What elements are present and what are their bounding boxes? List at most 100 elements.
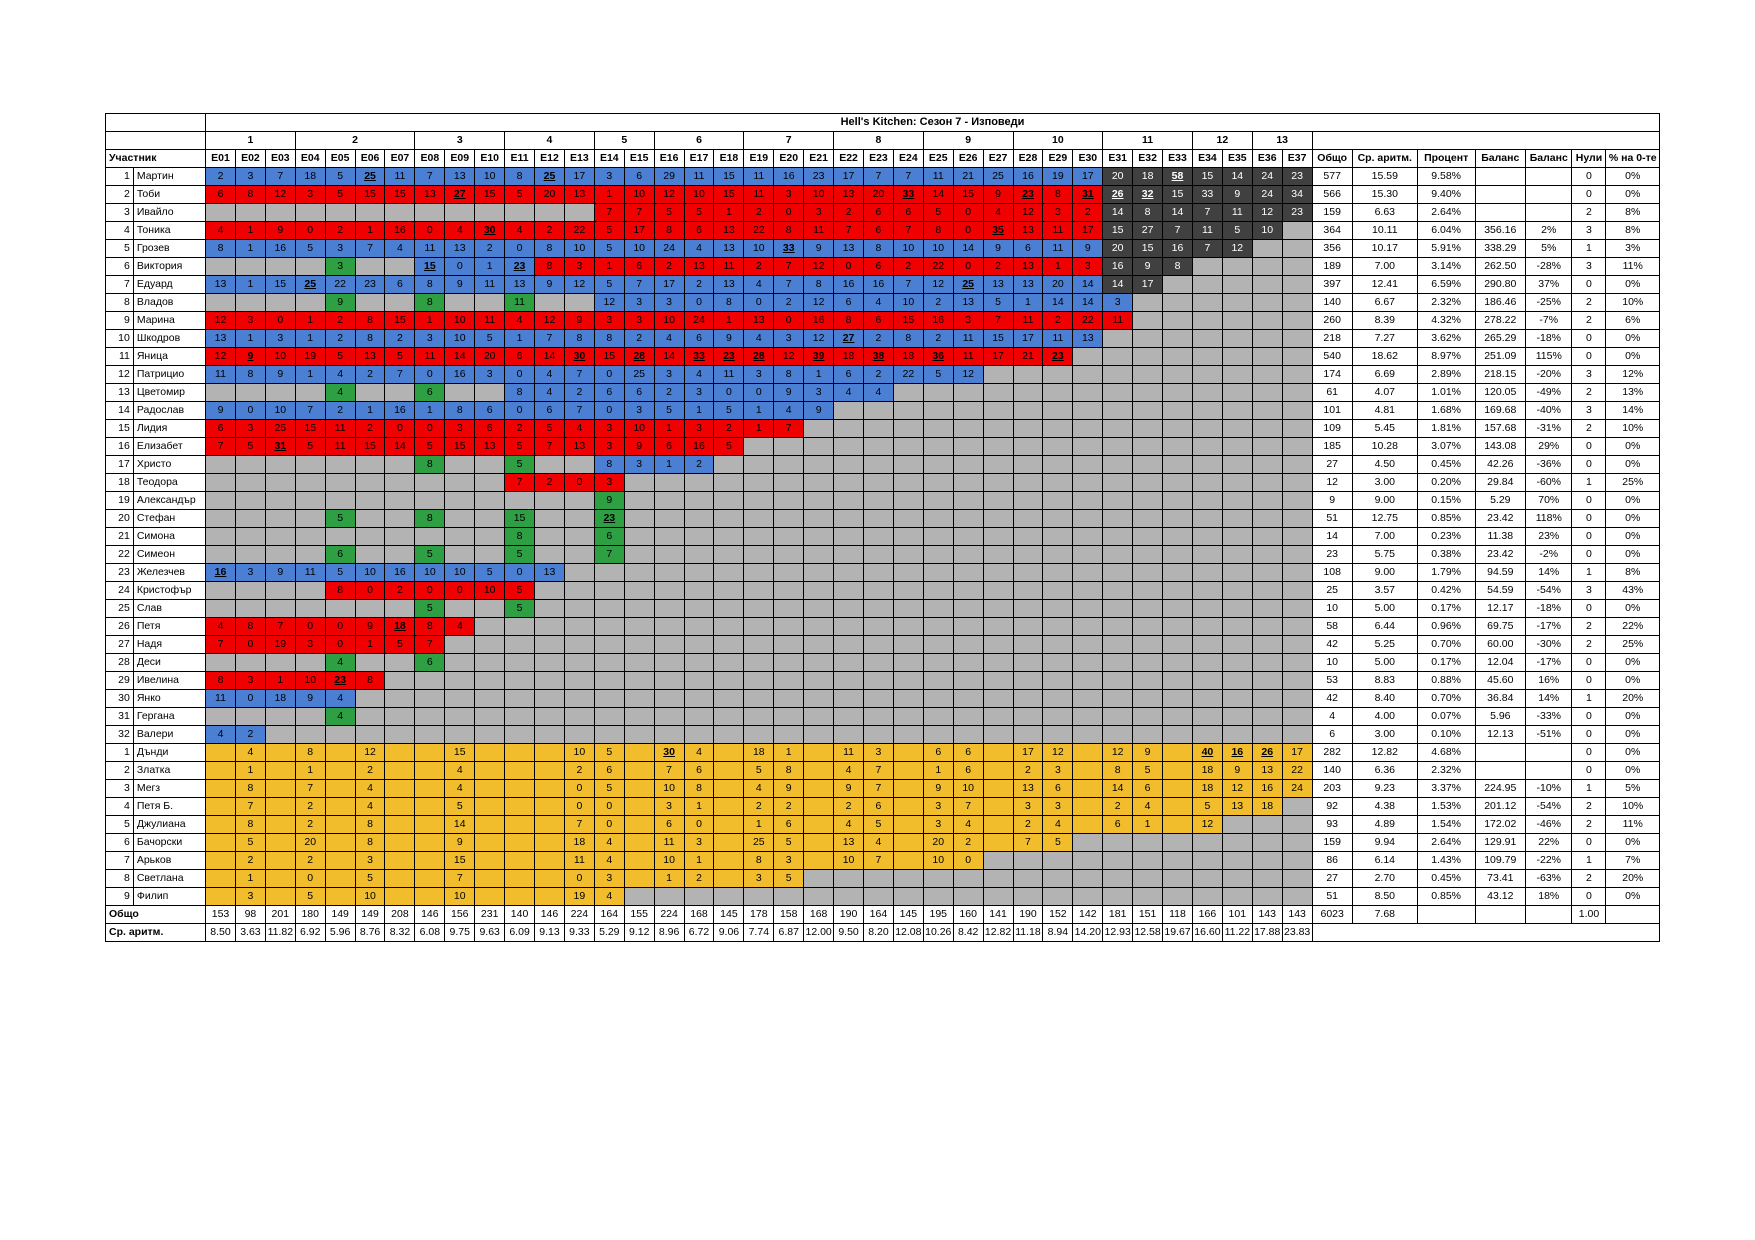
- episode-value: 16: [384, 563, 416, 582]
- episode-value: 30: [563, 347, 595, 366]
- episode-value: 17: [1072, 167, 1104, 186]
- episode-value: [264, 545, 296, 564]
- stat-value: 9.94: [1351, 833, 1418, 852]
- episode-value: [534, 707, 565, 726]
- episode-value: [414, 707, 446, 726]
- episode-value: [922, 455, 954, 474]
- episode-value: 13: [952, 293, 984, 312]
- episode-header: E22: [833, 149, 864, 168]
- episode-value: [1191, 509, 1223, 528]
- episode-value: [504, 635, 536, 654]
- episode-value: [1281, 707, 1313, 726]
- total-value: 164: [862, 905, 894, 924]
- episode-value: [862, 635, 894, 654]
- stat-value: 12.13: [1474, 725, 1527, 744]
- stat-value: 22%: [1605, 617, 1660, 636]
- episode-value: [773, 617, 805, 636]
- episode-value: 27: [1132, 221, 1164, 240]
- episode-value: 2: [234, 851, 266, 870]
- episode-value: [474, 743, 506, 762]
- episode-value: [803, 779, 835, 798]
- episode-value: [444, 599, 476, 618]
- episode-value: [1281, 455, 1313, 474]
- stat-value: 5%: [1605, 779, 1660, 798]
- episode-value: 3: [773, 851, 805, 870]
- stat-value: 118%: [1525, 509, 1573, 528]
- episode-value: [504, 617, 536, 636]
- stat-value: 12.82: [1351, 743, 1418, 762]
- episode-value: [833, 545, 864, 564]
- episode-header: E07: [384, 149, 416, 168]
- episode-value: [1191, 851, 1223, 870]
- episode-value: 10: [444, 563, 476, 582]
- episode-value: 11: [743, 167, 775, 186]
- episode-value: [384, 599, 416, 618]
- episode-value: 13: [1012, 221, 1044, 240]
- episode-value: 10: [354, 563, 386, 582]
- episode-value: [474, 635, 506, 654]
- episode-value: 2: [534, 473, 565, 492]
- stat-value: 9.23: [1351, 779, 1418, 798]
- participant-row: 29 Ивелина 8 3 1 10 23 8 53 8.83 0.88% 45.60 16% 0 0%: [105, 671, 1660, 690]
- episode-value: [563, 707, 595, 726]
- stat-value: 11%: [1605, 257, 1660, 276]
- episode-value: [982, 419, 1014, 438]
- episode-value: [1132, 599, 1164, 618]
- episode-value: [922, 599, 954, 618]
- episode-value: 3: [234, 563, 266, 582]
- episode-value: 6: [384, 275, 416, 294]
- episode-value: [234, 473, 266, 492]
- episode-value: [713, 653, 745, 672]
- episode-value: [205, 743, 236, 762]
- episode-value: 18: [264, 689, 296, 708]
- average-value: 12.00: [803, 923, 835, 942]
- participant-name: Стефан: [132, 509, 207, 528]
- episode-value: 2: [892, 257, 924, 276]
- episode-value: 0: [414, 419, 446, 438]
- episode-value: 16: [1102, 257, 1134, 276]
- episode-value: [563, 599, 595, 618]
- episode-value: [474, 473, 506, 492]
- episode-value: [982, 707, 1014, 726]
- episode-value: 8: [803, 275, 835, 294]
- episode-value: [1191, 563, 1223, 582]
- episode-value: [922, 635, 954, 654]
- episode-value: 13: [205, 329, 236, 348]
- episode-value: [1132, 617, 1164, 636]
- episode-value: [803, 617, 835, 636]
- episode-value: 1: [743, 401, 775, 420]
- episode-value: 7: [563, 365, 595, 384]
- episode-value: [384, 509, 416, 528]
- row-number: 25: [105, 599, 134, 618]
- stat-value: 7.27: [1351, 329, 1418, 348]
- episode-value: 0: [234, 689, 266, 708]
- stat-value: 10%: [1605, 293, 1660, 312]
- episode-value: [205, 797, 236, 816]
- episode-value: 20: [922, 833, 954, 852]
- episode-value: [862, 401, 894, 420]
- episode-value: 10: [653, 779, 685, 798]
- episode-value: 1: [683, 797, 715, 816]
- episode-value: [713, 869, 745, 888]
- episode-value: [384, 689, 416, 708]
- stat-value: -2%: [1525, 545, 1573, 564]
- stat-value: 2: [1571, 815, 1607, 834]
- episode-value: [354, 473, 386, 492]
- episode-value: [1072, 779, 1104, 798]
- episode-value: 3: [294, 635, 326, 654]
- episode-value: [384, 203, 416, 222]
- episode-value: [504, 707, 536, 726]
- episode-value: 0: [414, 581, 446, 600]
- episode-value: [474, 383, 506, 402]
- episode-value: [1132, 473, 1164, 492]
- episode-value: [1162, 365, 1193, 384]
- total-value: 141: [982, 905, 1014, 924]
- episode-value: [922, 725, 954, 744]
- episode-value: [1042, 365, 1074, 384]
- episode-value: [1162, 437, 1193, 456]
- episode-value: [892, 779, 924, 798]
- episode-value: [833, 635, 864, 654]
- episode-value: [1072, 383, 1104, 402]
- participant-name: Светлана: [132, 869, 207, 888]
- episode-value: [623, 563, 655, 582]
